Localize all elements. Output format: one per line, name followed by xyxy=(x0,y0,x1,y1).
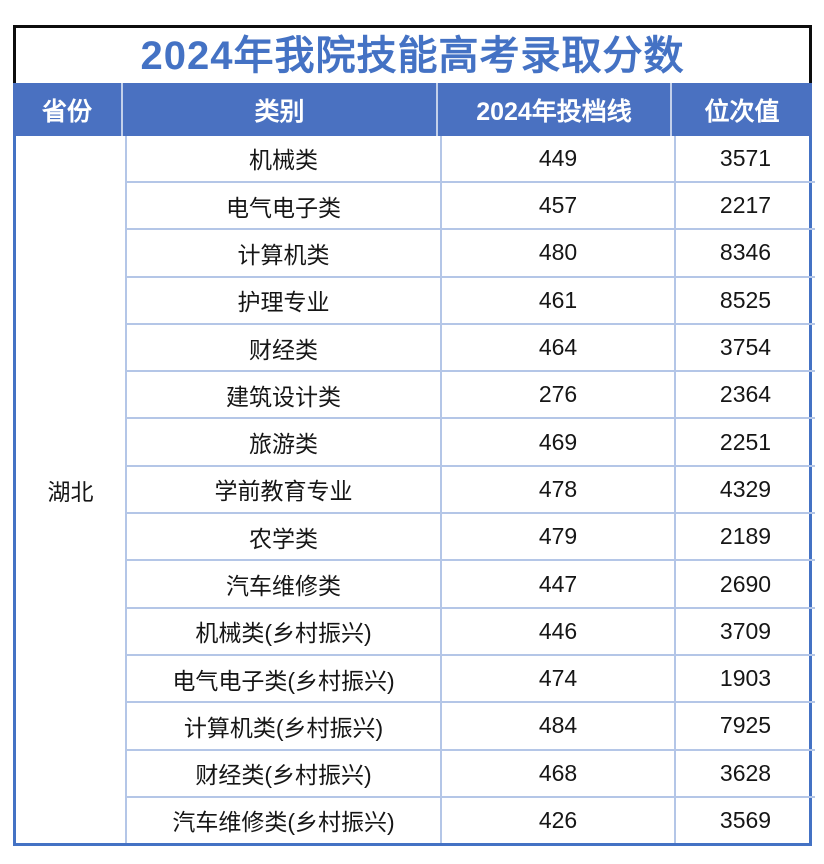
rank-cell: 8346 xyxy=(674,228,815,278)
score-cell: 474 xyxy=(440,653,676,704)
category-cell: 财经类(乡村振兴) xyxy=(125,748,442,798)
table-row: 学前教育专业 478 4329 xyxy=(16,464,815,515)
province-cell: 湖北 xyxy=(16,136,127,843)
score-cell: 447 xyxy=(440,559,676,609)
rank-cell: 2690 xyxy=(674,559,815,609)
score-cell: 276 xyxy=(440,370,676,420)
header-cell-province: 省份 xyxy=(13,83,123,136)
score-cell: 461 xyxy=(440,275,676,325)
score-cell: 468 xyxy=(440,748,676,798)
table-row: 农学类 479 2189 xyxy=(16,512,815,562)
table-row: 计算机类(乡村振兴) 484 7925 xyxy=(16,701,815,751)
header-cell-rank: 位次值 xyxy=(704,97,780,126)
rank-cell: 3571 xyxy=(674,136,815,183)
rank-cell: 3628 xyxy=(674,748,815,798)
rank-cell: 7925 xyxy=(674,701,815,751)
category-cell: 农学类 xyxy=(125,512,442,562)
table-row: 护理专业 461 8525 xyxy=(16,275,815,325)
table-row: 湖北 机械类 449 3571 xyxy=(16,136,815,843)
title-block: 2024年我院技能高考录取分数 xyxy=(13,25,812,83)
score-cell: 479 xyxy=(440,512,676,562)
score-cell: 480 xyxy=(440,228,676,278)
score-cell: 478 xyxy=(440,464,676,515)
table-row: 电气电子类 457 2217 xyxy=(16,180,815,231)
table-row: 汽车维修类(乡村振兴) 426 3569 xyxy=(16,795,815,843)
table-row: 建筑设计类 276 2364 xyxy=(16,370,815,420)
table-row: 电气电子类(乡村振兴) 474 1903 xyxy=(16,653,815,704)
rank-cell: 2217 xyxy=(674,180,815,231)
rank-cell: 3709 xyxy=(674,606,815,656)
score-cell: 449 xyxy=(440,136,676,183)
score-cell: 484 xyxy=(440,701,676,751)
category-cell: 机械类 xyxy=(125,136,442,183)
rank-cell: 8525 xyxy=(674,275,815,325)
category-cell: 汽车维修类(乡村振兴) xyxy=(125,795,442,843)
score-cell: 446 xyxy=(440,606,676,656)
page-title: 2024年我院技能高考录取分数 xyxy=(140,33,685,78)
category-cell: 财经类 xyxy=(125,322,442,373)
category-cell: 建筑设计类 xyxy=(125,370,442,420)
category-cell: 旅游类 xyxy=(125,417,442,467)
rank-cell: 2364 xyxy=(674,370,815,420)
category-cell: 计算机类(乡村振兴) xyxy=(125,701,442,751)
table-row: 财经类(乡村振兴) 468 3628 xyxy=(16,748,815,798)
category-cell: 电气电子类 xyxy=(125,180,442,231)
score-table: 湖北 机械类 449 3571 电气电子类 457 2217 计算机类 480 8346 护理专业 4… xyxy=(16,136,815,843)
category-cell: 汽车维修类 xyxy=(125,559,442,609)
category-cell: 学前教育专业 xyxy=(125,464,442,515)
score-table-panel: 2024年我院技能高考录取分数 省份 类别 2024年投档线 位次值 湖北 机械类… xyxy=(13,25,815,846)
rank-cell: 3569 xyxy=(674,795,815,843)
score-cell: 457 xyxy=(440,180,676,231)
category-cell: 计算机类 xyxy=(125,228,442,278)
table-body-wrap: 湖北 机械类 449 3571 电气电子类 457 2217 计算机类 480 8346 护理专业 4… xyxy=(13,136,815,846)
table-row: 旅游类 469 2251 xyxy=(16,417,815,467)
rank-cell: 2189 xyxy=(674,512,815,562)
score-cell: 464 xyxy=(440,322,676,373)
score-cell: 426 xyxy=(440,795,676,843)
category-cell: 电气电子类(乡村振兴) xyxy=(125,653,442,704)
table-header: 省份 类别 2024年投档线 位次值 xyxy=(13,83,812,136)
rank-cell: 3754 xyxy=(674,322,815,373)
table-row: 计算机类 480 8346 xyxy=(16,228,815,278)
header-cell-score-line: 2024年投档线 xyxy=(438,83,672,136)
rank-cell: 2251 xyxy=(674,417,815,467)
category-cell: 护理专业 xyxy=(125,275,442,325)
table-row: 机械类(乡村振兴) 446 3709 xyxy=(16,606,815,656)
table-row: 财经类 464 3754 xyxy=(16,322,815,373)
table-row: 汽车维修类 447 2690 xyxy=(16,559,815,609)
header-cell-category: 类别 xyxy=(123,83,438,136)
score-cell: 469 xyxy=(440,417,676,467)
category-cell: 机械类(乡村振兴) xyxy=(125,606,442,656)
rank-cell: 4329 xyxy=(674,464,815,515)
rank-cell: 1903 xyxy=(674,653,815,704)
